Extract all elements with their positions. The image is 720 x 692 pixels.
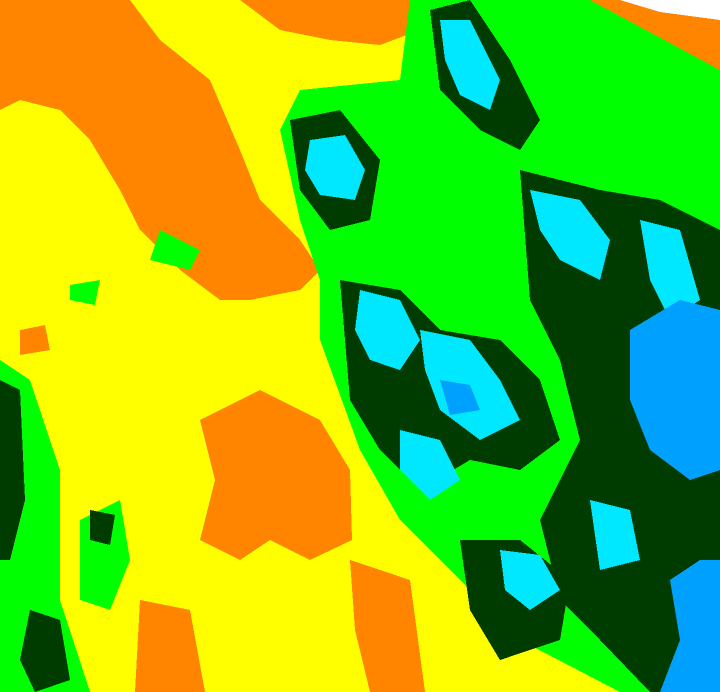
no-data-zone xyxy=(620,0,720,20)
blue-class-zones xyxy=(440,300,720,692)
